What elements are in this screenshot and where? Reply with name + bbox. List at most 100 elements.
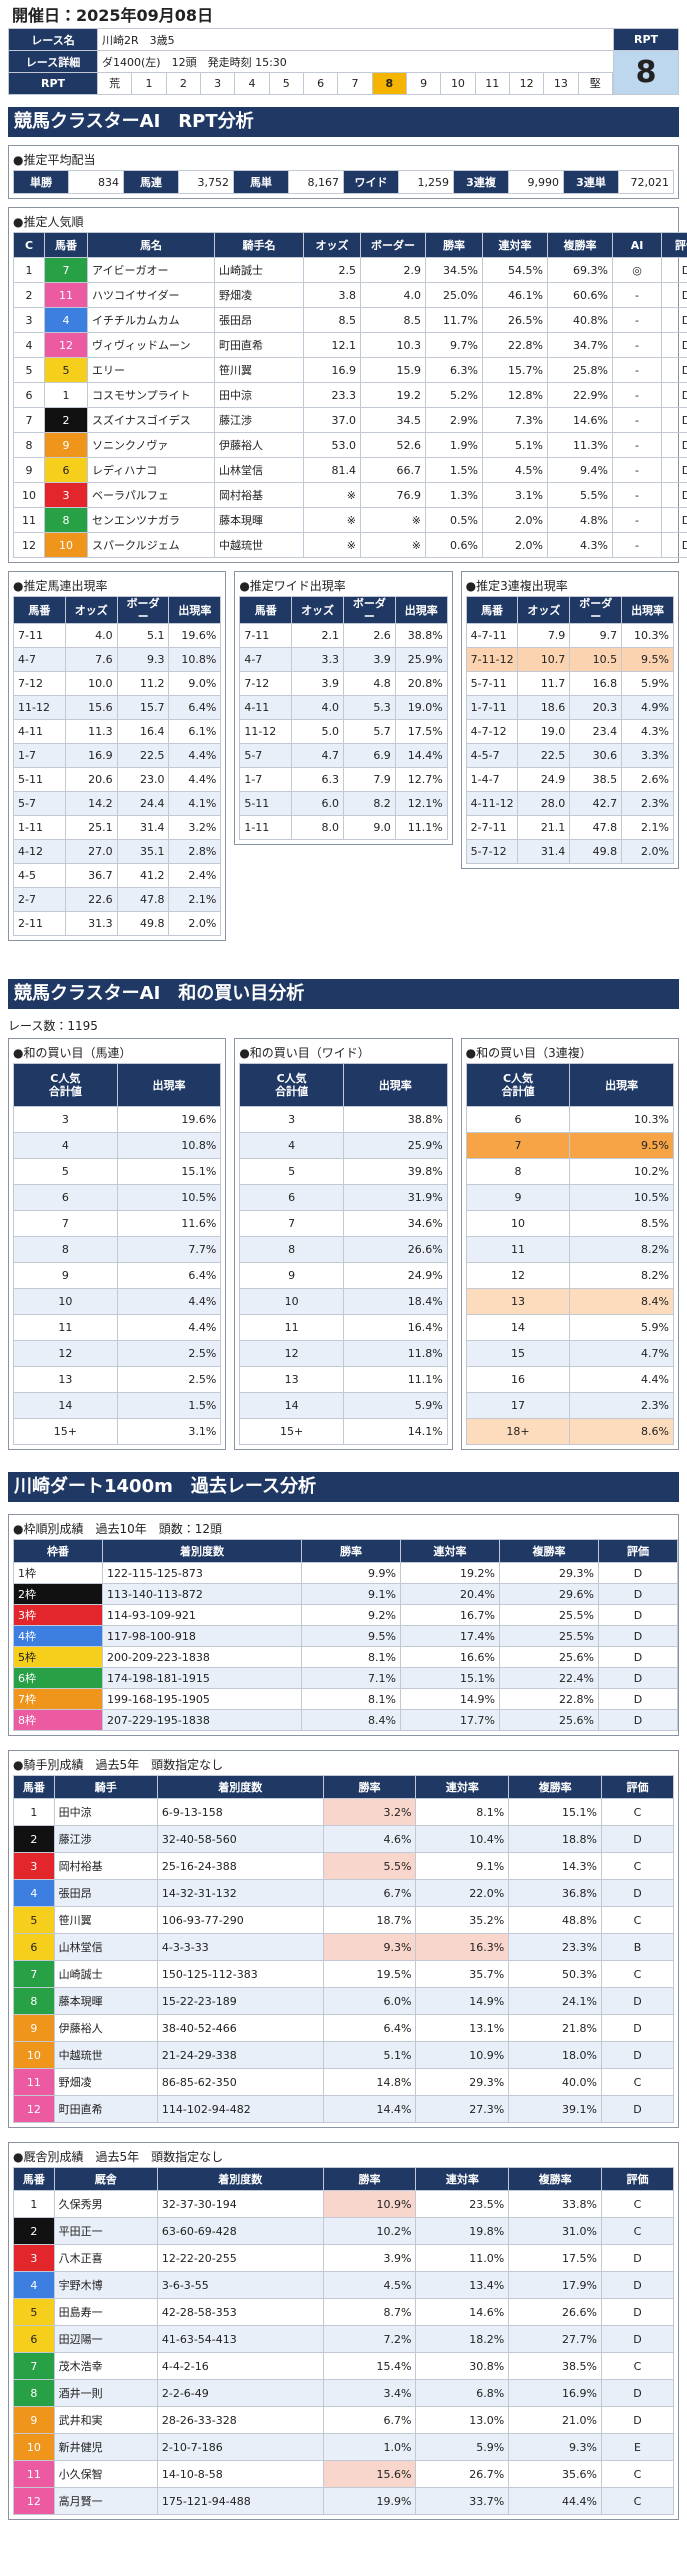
- cell: 53.0: [303, 432, 361, 458]
- cell: 田中涼: [214, 382, 304, 408]
- data-row: 4 10.8%: [13, 1132, 222, 1159]
- cell: 20.4%: [400, 1583, 500, 1605]
- scale-cell: 6: [304, 73, 339, 94]
- cell: 36.7: [64, 863, 118, 888]
- cell: 4.1%: [168, 791, 222, 816]
- cell: 23.4: [569, 719, 623, 744]
- column-header: オッズ: [517, 596, 571, 624]
- cell: 10: [465, 1210, 571, 1237]
- cell: 2: [13, 2217, 55, 2245]
- panel: ●騎手別成績 過去5年 頭数指定なし 馬番 騎手 着別度数 勝率 連対率 複勝率 評価 1 田中涼…: [8, 1750, 679, 2128]
- cell: 9: [465, 1184, 571, 1211]
- cell: 1-11: [13, 815, 66, 840]
- data-row: 4-11 11.3 16.4 6.1%: [13, 719, 222, 744]
- cell: 10.2%: [322, 2217, 417, 2245]
- cell: 10.9%: [322, 2190, 417, 2218]
- cell: イチチルカムカム: [87, 307, 215, 333]
- column-header: ボーダー: [569, 596, 623, 624]
- cell: 46.1%: [482, 282, 548, 308]
- cell: 19.0%: [394, 695, 448, 720]
- cell: 6: [13, 2325, 55, 2353]
- data-row: 11 野畑凌 86-85-62-350 14.8% 29.3% 40.0% C: [13, 2068, 674, 2096]
- cell: ソニンクノヴァ: [87, 432, 215, 458]
- cell: 藤本現暉: [214, 507, 304, 533]
- cell: 18.2%: [415, 2325, 510, 2353]
- cell: 18.6: [517, 695, 571, 720]
- header-row: 馬番 オッズ ボーダー 出現率: [239, 596, 448, 624]
- cell: 19.9%: [322, 2487, 417, 2515]
- data-row: 7 11.6%: [13, 1210, 222, 1237]
- data-row: 8 藤本現暉 15-22-23-189 6.0% 14.9% 24.1% D: [13, 1987, 674, 2015]
- cell: 7: [465, 1132, 571, 1159]
- cell: 8.5: [303, 307, 361, 333]
- cell: 5: [13, 1906, 55, 1934]
- column-header: 出現率: [116, 1063, 222, 1107]
- cell: 4-3-3-33: [156, 1933, 324, 1961]
- data-row: 8 10.2%: [465, 1158, 674, 1185]
- data-row: 13 11.1%: [239, 1366, 448, 1393]
- cell: 4.9%: [621, 695, 674, 720]
- cell: 田中涼: [53, 1798, 158, 1826]
- cell: 6: [44, 457, 88, 483]
- cell: -: [612, 507, 662, 533]
- cell: 4-4-2-16: [156, 2352, 324, 2380]
- data-row: 6枠 174-198-181-1915 7.1% 15.1% 22.4% D: [13, 1667, 678, 1689]
- data-row: 15+ 3.1%: [13, 1418, 222, 1445]
- cell: 6.9: [342, 743, 396, 768]
- cell: 12: [239, 1340, 344, 1367]
- cell: 15.6%: [322, 2460, 417, 2488]
- cell: 4-7-11: [465, 623, 519, 648]
- cell: 12: [13, 2487, 55, 2515]
- cell: 22.0%: [415, 1879, 510, 1907]
- cell: D: [661, 532, 687, 558]
- cell: 7: [44, 257, 88, 283]
- data-row: 1-7-11 18.6 20.3 4.9%: [465, 695, 674, 720]
- race-name: 川崎2R 3歳5: [97, 28, 614, 51]
- cell: レディハナコ: [87, 457, 215, 483]
- cell: 16.9: [303, 357, 361, 383]
- cell: D: [601, 2041, 674, 2069]
- race-info: レース名 川崎2R 3歳5 RPT レース詳細 ダ1400(左) 12頭 発走時…: [8, 28, 679, 95]
- data-row: 11-12 5.0 5.7 17.5%: [239, 719, 448, 744]
- cell: 1-11: [239, 815, 293, 840]
- cell: C: [601, 1906, 674, 1934]
- data-row: 5 田島寿一 42-28-58-353 8.7% 14.6% 26.6% D: [13, 2298, 674, 2326]
- cell: 33.7%: [415, 2487, 510, 2515]
- data-row: 2-7-11 21.1 47.8 2.1%: [465, 815, 674, 840]
- cell: 5: [239, 1158, 344, 1185]
- cell: 5.3: [342, 695, 396, 720]
- column-header: 評価: [601, 1775, 674, 1799]
- cell: 9.9%: [301, 1562, 401, 1584]
- cell: -: [612, 357, 662, 383]
- cell: 13.4%: [415, 2271, 510, 2299]
- column-header: C: [13, 232, 45, 258]
- column-header: 着別度数: [156, 2167, 324, 2191]
- cell: 武井和実: [53, 2406, 158, 2434]
- cell: 7: [239, 1210, 344, 1237]
- cell: 5.2%: [425, 382, 483, 408]
- cell: 9.3%: [322, 1933, 417, 1961]
- column-header: 馬番: [13, 2167, 55, 2191]
- cell: 張田昂: [53, 1879, 158, 1907]
- cell: 山林堂信: [214, 457, 304, 483]
- cell: 25.0%: [425, 282, 483, 308]
- column-header: 評価: [601, 2167, 674, 2191]
- cell: 4.3%: [621, 719, 674, 744]
- cell: D: [601, 2244, 674, 2272]
- cell: 15-22-23-189: [156, 1987, 324, 2015]
- cell: 16.9%: [508, 2379, 602, 2407]
- cell: 48.8%: [508, 1906, 602, 1934]
- cell: 5-7-11: [465, 671, 519, 696]
- cell: 9: [13, 2406, 55, 2434]
- cell: 4-7: [239, 647, 293, 672]
- cell: 17.5%: [394, 719, 448, 744]
- cell: 5.9%: [342, 1392, 448, 1419]
- cell: E: [601, 2433, 674, 2461]
- data-row: 4-12 27.0 35.1 2.8%: [13, 839, 222, 864]
- data-row: 12 11.8%: [239, 1340, 448, 1367]
- data-row: 6 山林堂信 4-3-3-33 9.3% 16.3% 23.3% B: [13, 1933, 674, 1961]
- cell: 18.4%: [342, 1288, 448, 1315]
- cell: 25.5%: [499, 1604, 599, 1626]
- header-row: 馬番 厩舎 着別度数 勝率 連対率 複勝率 評価: [13, 2167, 674, 2191]
